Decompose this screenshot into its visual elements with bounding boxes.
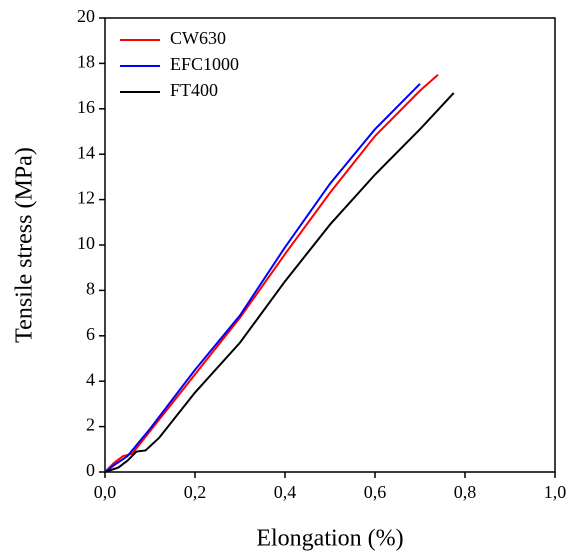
y-tick-label: 0 [86,460,95,480]
y-tick-label: 6 [86,324,95,344]
y-tick-label: 2 [86,415,95,435]
series-line [104,92,455,473]
x-tick-label: 1,0 [544,482,567,502]
legend-label: EFC1000 [170,54,239,74]
series-line [104,74,439,473]
x-tick-label: 0,4 [274,482,297,502]
y-tick-label: 4 [86,369,95,389]
y-tick-label: 14 [77,142,95,162]
y-tick-label: 8 [86,279,95,299]
x-tick-label: 0,6 [364,482,387,502]
y-tick-label: 16 [77,97,95,117]
y-axis-label: Tensile stress (MPa) [12,147,38,343]
y-tick-label: 10 [77,233,95,253]
x-tick-label: 0,2 [184,482,207,502]
legend-label: FT400 [170,80,218,100]
legend-label: CW630 [170,28,226,48]
x-axis-label: Elongation (%) [256,526,403,552]
series-line [104,83,421,473]
y-tick-label: 12 [77,188,95,208]
x-tick-label: 0,8 [454,482,477,502]
y-tick-label: 18 [77,52,95,72]
x-tick-label: 0,0 [94,482,117,502]
y-tick-label: 20 [77,6,95,26]
